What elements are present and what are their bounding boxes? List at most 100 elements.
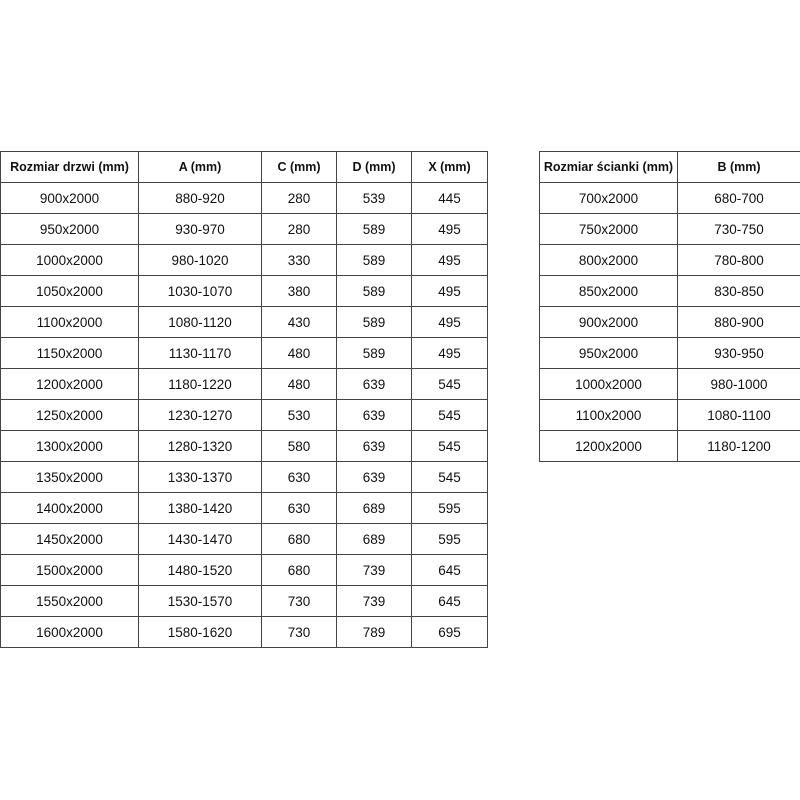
column-header: B (mm) (677, 151, 800, 183)
table-cell: 739 (336, 554, 412, 586)
table-cell: 1030-1070 (138, 275, 262, 307)
table-row: 1550x2000 1530-1570 730 739 645 (0, 585, 488, 617)
table-cell: 1080-1120 (138, 306, 262, 338)
table-header-row: Rozmiar drzwi (mm) A (mm) C (mm) D (mm) X (m… (0, 151, 488, 183)
table-row: 1200x2000 1180-1200 (539, 430, 800, 462)
table-cell: 1500x2000 (0, 554, 139, 586)
table-cell: 630 (261, 461, 337, 493)
table-cell: 900x2000 (0, 182, 139, 214)
table-cell: 1600x2000 (0, 616, 139, 648)
table-cell: 1530-1570 (138, 585, 262, 617)
table-cell: 330 (261, 244, 337, 276)
table-cell: 1380-1420 (138, 492, 262, 524)
table-cell: 589 (336, 213, 412, 245)
table-row: 1150x2000 1130-1170 480 589 495 (0, 337, 488, 369)
table-cell: 495 (411, 306, 488, 338)
table-row: 1250x2000 1230-1270 530 639 545 (0, 399, 488, 431)
table-cell: 680-700 (677, 182, 800, 214)
table-cell: 639 (336, 399, 412, 431)
table-cell: 1150x2000 (0, 337, 139, 369)
table-row: 1100x2000 1080-1100 (539, 399, 800, 431)
table-cell: 880-920 (138, 182, 262, 214)
table-cell: 445 (411, 182, 488, 214)
table-cell: 495 (411, 275, 488, 307)
table-cell: 639 (336, 461, 412, 493)
column-header: D (mm) (336, 151, 412, 183)
door-size-table: Rozmiar drzwi (mm) A (mm) C (mm) D (mm) X (m… (0, 151, 488, 648)
table-cell: 1580-1620 (138, 616, 262, 648)
table-cell: 780-800 (677, 244, 800, 276)
table-cell: 980-1020 (138, 244, 262, 276)
table-cell: 1000x2000 (0, 244, 139, 276)
table-cell: 1400x2000 (0, 492, 139, 524)
column-header: A (mm) (138, 151, 262, 183)
table-cell: 1350x2000 (0, 461, 139, 493)
table-cell: 680 (261, 523, 337, 555)
table-cell: 739 (336, 585, 412, 617)
table-cell: 789 (336, 616, 412, 648)
table-cell: 930-970 (138, 213, 262, 245)
table-cell: 1180-1220 (138, 368, 262, 400)
table-row: 1450x2000 1430-1470 680 689 595 (0, 523, 488, 555)
table-cell: 1430-1470 (138, 523, 262, 555)
table-cell: 595 (411, 492, 488, 524)
table-cell: 1280-1320 (138, 430, 262, 462)
table-cell: 1200x2000 (0, 368, 139, 400)
table-row: 1350x2000 1330-1370 630 639 545 (0, 461, 488, 493)
table-cell: 1480-1520 (138, 554, 262, 586)
table-row: 1100x2000 1080-1120 430 589 495 (0, 306, 488, 338)
table-row: 1400x2000 1380-1420 630 689 595 (0, 492, 488, 524)
table-cell: 730 (261, 585, 337, 617)
table-cell: 1000x2000 (539, 368, 678, 400)
table-cell: 700x2000 (539, 182, 678, 214)
table-row: 1500x2000 1480-1520 680 739 645 (0, 554, 488, 586)
table-row: 900x2000 880-920 280 539 445 (0, 182, 488, 214)
table-cell: 539 (336, 182, 412, 214)
table-cell: 589 (336, 244, 412, 276)
table-cell: 480 (261, 337, 337, 369)
table-cell: 950x2000 (0, 213, 139, 245)
table-cell: 695 (411, 616, 488, 648)
table-cell: 580 (261, 430, 337, 462)
table-cell: 480 (261, 368, 337, 400)
table-row: 750x2000 730-750 (539, 213, 800, 245)
table-cell: 1050x2000 (0, 275, 139, 307)
table-cell: 495 (411, 213, 488, 245)
table-cell: 495 (411, 244, 488, 276)
table-cell: 1100x2000 (539, 399, 678, 431)
table-cell: 980-1000 (677, 368, 800, 400)
table-cell: 589 (336, 306, 412, 338)
table-cell: 1450x2000 (0, 523, 139, 555)
table-cell: 589 (336, 275, 412, 307)
table-cell: 1080-1100 (677, 399, 800, 431)
table-cell: 850x2000 (539, 275, 678, 307)
table-cell: 1230-1270 (138, 399, 262, 431)
table-row: 1600x2000 1580-1620 730 789 695 (0, 616, 488, 648)
table-row: 950x2000 930-970 280 589 495 (0, 213, 488, 245)
table-row: 1050x2000 1030-1070 380 589 495 (0, 275, 488, 307)
table-header-row: Rozmiar ścianki (mm) B (mm) (539, 151, 800, 183)
table-cell: 1130-1170 (138, 337, 262, 369)
table-cell: 800x2000 (539, 244, 678, 276)
table-cell: 630 (261, 492, 337, 524)
table-cell: 545 (411, 368, 488, 400)
table-cell: 645 (411, 554, 488, 586)
table-cell: 1330-1370 (138, 461, 262, 493)
column-header: X (mm) (411, 151, 488, 183)
table-row: 1300x2000 1280-1320 580 639 545 (0, 430, 488, 462)
wall-size-table: Rozmiar ścianki (mm) B (mm) 700x2000 680-7… (539, 151, 800, 462)
table-cell: 639 (336, 430, 412, 462)
table-row: 900x2000 880-900 (539, 306, 800, 338)
table-row: 850x2000 830-850 (539, 275, 800, 307)
table-cell: 689 (336, 523, 412, 555)
table-row: 800x2000 780-800 (539, 244, 800, 276)
table-cell: 1100x2000 (0, 306, 139, 338)
table-cell: 1550x2000 (0, 585, 139, 617)
table-cell: 830-850 (677, 275, 800, 307)
table-cell: 930-950 (677, 337, 800, 369)
table-cell: 1300x2000 (0, 430, 139, 462)
table-cell: 689 (336, 492, 412, 524)
table-cell: 280 (261, 182, 337, 214)
table-cell: 950x2000 (539, 337, 678, 369)
table-cell: 730-750 (677, 213, 800, 245)
